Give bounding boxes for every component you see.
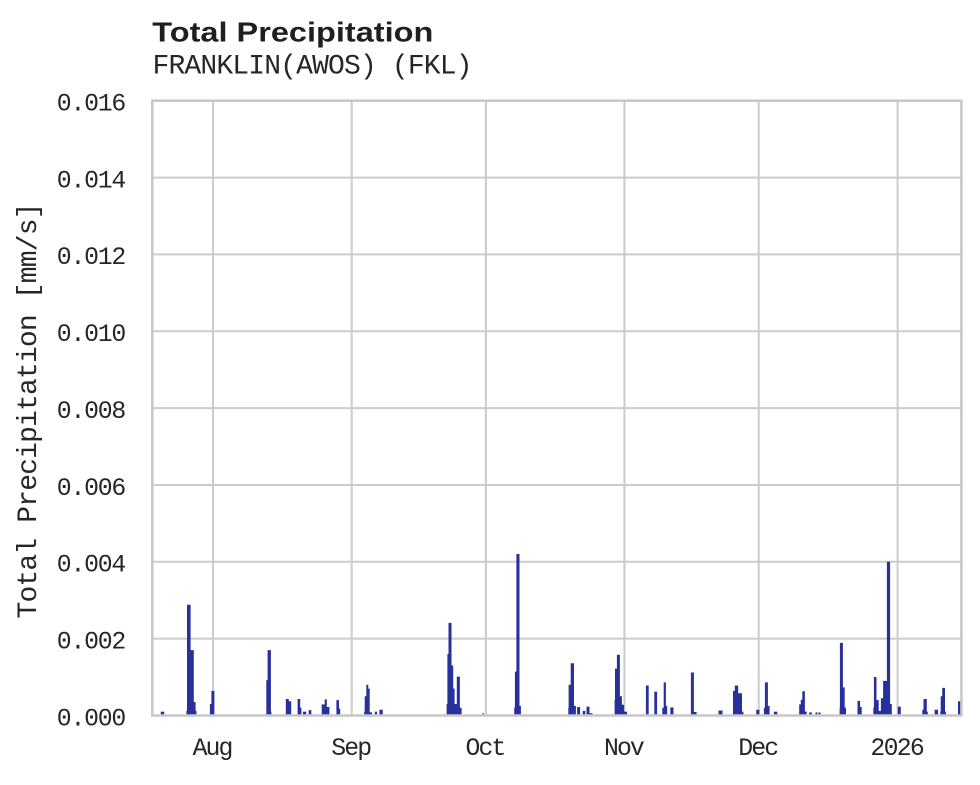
- svg-text:0.012: 0.012: [57, 244, 127, 272]
- svg-text:0.016: 0.016: [57, 91, 127, 119]
- svg-text:Oct: Oct: [466, 735, 507, 763]
- svg-text:Total Precipitation [mm/s]: Total Precipitation [mm/s]: [14, 203, 45, 619]
- svg-text:2026: 2026: [870, 735, 924, 763]
- svg-text:Nov: Nov: [604, 735, 645, 763]
- svg-text:Sep: Sep: [331, 735, 372, 763]
- svg-text:0.006: 0.006: [57, 475, 127, 503]
- svg-text:0.008: 0.008: [57, 398, 127, 426]
- svg-text:0.010: 0.010: [57, 321, 127, 349]
- svg-text:Aug: Aug: [193, 735, 234, 763]
- svg-text:0.014: 0.014: [57, 167, 127, 195]
- svg-text:0.004: 0.004: [57, 552, 127, 580]
- svg-text:Dec: Dec: [738, 735, 779, 763]
- svg-text:Total Precipitation: Total Precipitation: [152, 17, 433, 48]
- svg-text:0.000: 0.000: [57, 705, 127, 733]
- svg-text:FRANKLIN(AWOS) (FKL): FRANKLIN(AWOS) (FKL): [153, 52, 473, 83]
- svg-text:0.002: 0.002: [57, 628, 127, 656]
